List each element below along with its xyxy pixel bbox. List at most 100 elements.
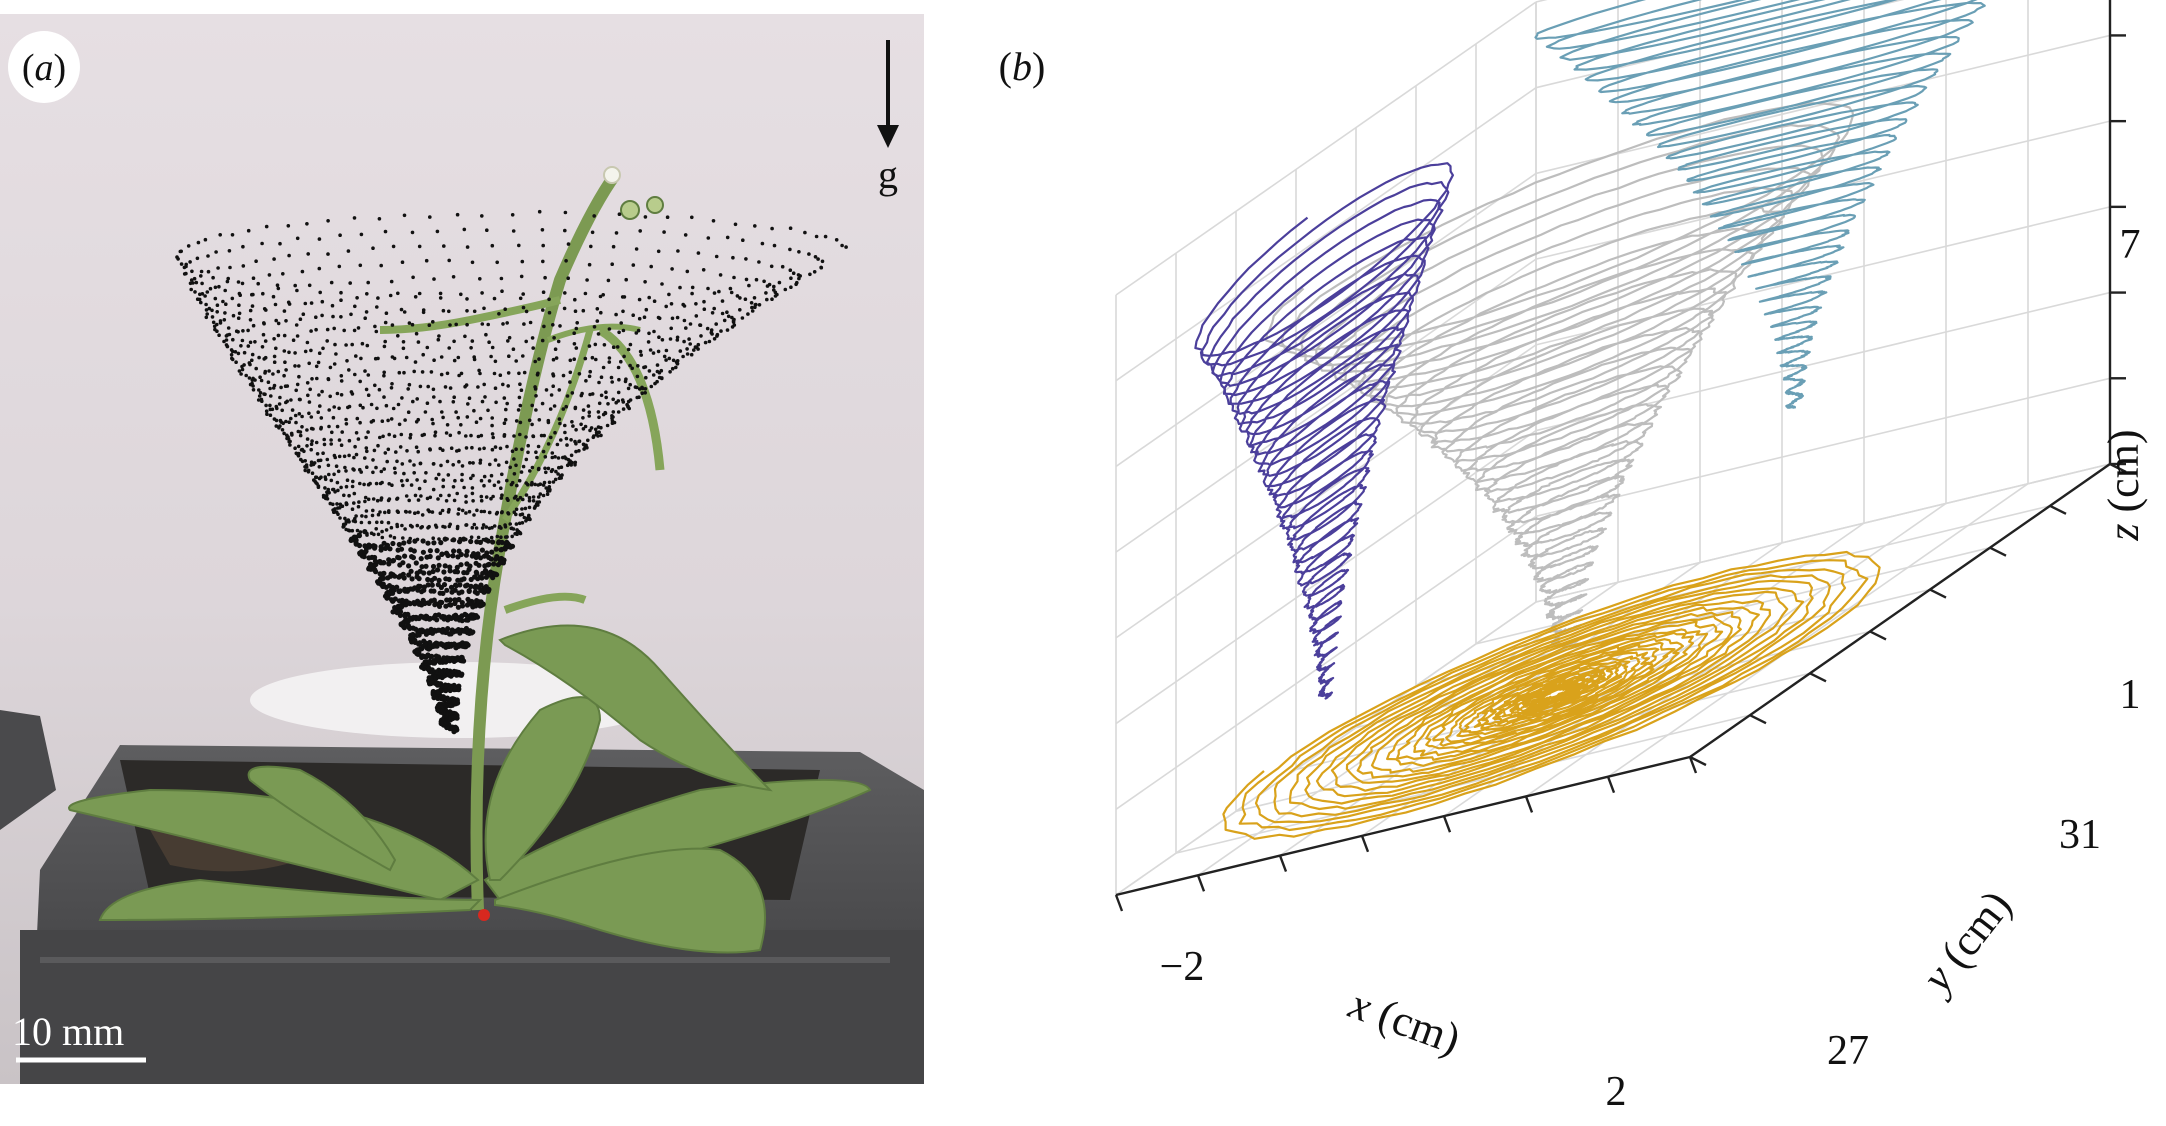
trace-dot (648, 348, 653, 352)
trace-dot (491, 435, 496, 440)
trace-dot (649, 264, 653, 269)
trace-dot (305, 340, 310, 345)
trace-dot (317, 351, 322, 356)
trace-dot (582, 447, 586, 451)
yz-projection-path (1534, 0, 1986, 409)
trace-dot (725, 235, 730, 240)
trace-dot (396, 541, 402, 548)
trace-dot (244, 373, 248, 378)
trace-dot (465, 297, 469, 301)
trace-dot (297, 412, 302, 416)
trace-dot (583, 291, 588, 296)
trace-dot (319, 427, 323, 431)
trace-dot (250, 352, 255, 357)
trace-dot (396, 574, 402, 580)
trace-dot (347, 404, 352, 409)
trace-dot (512, 457, 516, 461)
trace-dot (449, 589, 455, 595)
trace-dot (456, 548, 462, 554)
trace-dot (504, 460, 509, 465)
trace-dot (402, 370, 406, 375)
trace-dot (647, 295, 651, 300)
trace-dot (350, 484, 355, 489)
trace-dot (472, 408, 476, 413)
trace-dot (551, 357, 556, 362)
trace-dot (333, 490, 337, 494)
trace-dot (445, 371, 450, 376)
trace-dot (584, 379, 588, 383)
trace-dot (189, 278, 194, 282)
trace-dot (365, 449, 369, 454)
trace-dot (486, 322, 491, 327)
trace-dot (319, 416, 324, 420)
trace-dot (250, 304, 255, 308)
trace-dot (788, 268, 793, 273)
trace-dot (533, 385, 537, 389)
trace-dot (711, 219, 716, 223)
trace-dot (473, 560, 479, 566)
trace-dot (523, 506, 528, 511)
trace-dot (401, 346, 406, 351)
trace-dot (635, 374, 640, 379)
trace-dot (352, 491, 357, 496)
trace-dot (282, 349, 287, 353)
trace-dot (533, 482, 537, 487)
trace-dot (541, 290, 546, 295)
trace-dot (707, 339, 712, 344)
trace-dot (823, 234, 828, 239)
trace-dot (421, 352, 426, 357)
trace-dot (475, 508, 479, 513)
trace-dot (547, 297, 551, 302)
trace-dot (352, 468, 356, 472)
trace-dot (314, 440, 319, 445)
trace-dot (518, 432, 522, 437)
trace-dot (315, 482, 319, 486)
trace-dot (257, 355, 261, 360)
trace-dot (196, 240, 201, 245)
trace-dot (468, 538, 474, 545)
trace-dot (366, 542, 372, 548)
trace-dot (355, 528, 360, 533)
trace-dot (490, 525, 494, 530)
trace-dot (464, 494, 468, 499)
trace-dot (696, 251, 701, 255)
trace-dot (456, 512, 461, 516)
trace-dot (276, 286, 281, 291)
trace-dot (250, 358, 254, 363)
panel-b-label: (b) (999, 44, 1046, 89)
trace-dot (544, 470, 548, 475)
trace-dot (336, 469, 341, 474)
trace-dot (391, 406, 396, 411)
trace-dot (413, 493, 418, 498)
trace-dot (579, 422, 583, 427)
trace-dot (466, 402, 470, 406)
trace-dot (718, 273, 723, 277)
trace-dot (681, 354, 685, 359)
trace-dot (379, 496, 384, 500)
trace-dot (426, 384, 431, 389)
trace-dot (414, 331, 419, 336)
trace-dot (537, 500, 542, 504)
trace-dot (565, 443, 569, 447)
trace-dot (534, 394, 538, 398)
trace-dot (377, 558, 383, 565)
trace-dot (484, 525, 489, 529)
trace-dot (577, 372, 582, 376)
trace-dot (656, 249, 661, 254)
trace-dot (541, 259, 545, 264)
trace-dot (597, 415, 601, 420)
trace-dot (628, 342, 633, 347)
trace-dot (749, 301, 754, 305)
trace-dot (317, 465, 322, 469)
trace-dot (602, 343, 607, 347)
trace-dot (224, 343, 229, 347)
trace-dot (211, 275, 215, 280)
trace-dot (358, 263, 363, 268)
trace-dot (514, 463, 518, 468)
trace-dot (571, 424, 575, 428)
trace-dot (268, 403, 272, 408)
trace-dot (518, 382, 522, 387)
trace-dot (293, 283, 298, 288)
trace-dot (643, 280, 647, 284)
trace-dot (437, 590, 443, 596)
